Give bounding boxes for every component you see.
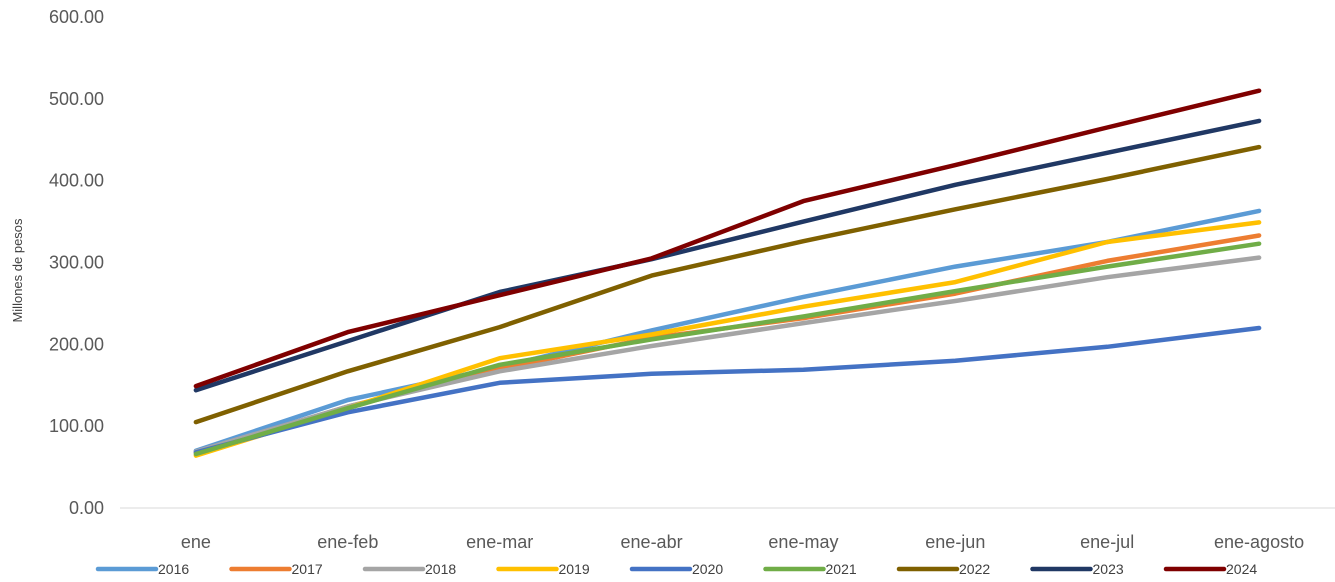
x-tick-label: ene-jul — [1080, 532, 1134, 552]
x-tick-label: ene-agosto — [1214, 532, 1304, 552]
legend-label-2018: 2018 — [425, 561, 456, 577]
x-tick-label: ene-may — [768, 532, 838, 552]
series-line-2016 — [193, 208, 1262, 453]
series-line-2024 — [193, 88, 1262, 389]
legend-label-2020: 2020 — [692, 561, 723, 577]
x-tick-label: ene — [181, 532, 211, 552]
legend-label-2017: 2017 — [292, 561, 323, 577]
x-tick-label: ene-feb — [317, 532, 378, 552]
legend-label-2019: 2019 — [559, 561, 590, 577]
x-tick-label: ene-abr — [621, 532, 683, 552]
legend-label-2023: 2023 — [1093, 561, 1124, 577]
y-tick-label: 300.00 — [49, 253, 104, 273]
x-tick-label: ene-jun — [925, 532, 985, 552]
legend-label-2016: 2016 — [158, 561, 189, 577]
y-tick-label: 0.00 — [69, 498, 104, 518]
series-line-2023 — [193, 118, 1262, 393]
series-lines — [193, 88, 1262, 458]
legend-label-2022: 2022 — [959, 561, 990, 577]
legend-label-2024: 2024 — [1226, 561, 1257, 577]
series-line-2022 — [193, 144, 1262, 425]
legend: 2016 2017 2018 2019 2020 2021 2022 2023 2024 — [95, 561, 1257, 577]
y-tick-label: 500.00 — [49, 89, 104, 109]
y-tick-label: 100.00 — [49, 416, 104, 436]
y-tick-label: 400.00 — [49, 171, 104, 191]
series-line-2020 — [193, 325, 1262, 455]
x-tick-label: ene-mar — [466, 532, 533, 552]
legend-label-2021: 2021 — [826, 561, 857, 577]
series-line-2018 — [193, 255, 1262, 454]
y-axis-ticks: 0.00 100.00 200.00 300.00 400.00 500.00 600.00 — [49, 7, 104, 518]
y-tick-label: 600.00 — [49, 7, 104, 27]
y-tick-label: 200.00 — [49, 334, 104, 354]
y-axis-title: Millones de pesos — [10, 218, 25, 323]
series-line-2021 — [193, 241, 1262, 457]
x-axis-ticks: ene ene-feb ene-mar ene-abr ene-may ene-jun en… — [181, 532, 1304, 552]
